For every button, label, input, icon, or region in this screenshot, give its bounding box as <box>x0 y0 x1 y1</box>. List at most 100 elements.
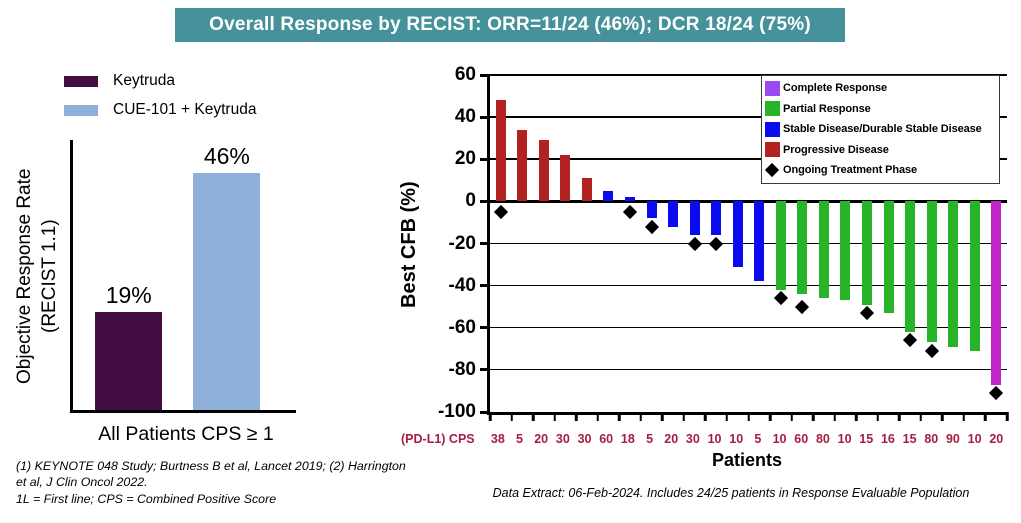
x-tick-mark <box>682 412 686 421</box>
legend-label: Stable Disease/Durable Stable Disease <box>783 123 982 136</box>
legend-item: CUE-101 + Keytruda <box>64 101 256 119</box>
patient-slot <box>684 75 706 412</box>
gridline <box>490 158 1007 160</box>
footnote-abbreviations: 1L = First line; CPS = Combined Positive… <box>16 492 277 507</box>
x-tick-mark <box>941 412 944 421</box>
waterfall-bar <box>991 201 1002 385</box>
patient-slot <box>942 75 964 412</box>
x-tick-mark <box>898 412 901 421</box>
y-tick-label: 0 <box>465 190 476 212</box>
waterfall-bar <box>560 155 571 202</box>
legend-label: Ongoing Treatment Phase <box>783 164 918 177</box>
y-tick-label: 40 <box>454 106 476 128</box>
gridline <box>490 116 1007 118</box>
legend-item: Ongoing Treatment Phase <box>764 160 996 181</box>
x-tick-mark <box>747 412 750 421</box>
cps-value: 30 <box>555 432 570 446</box>
patient-slot <box>878 75 900 412</box>
waterfall-bar <box>517 129 528 202</box>
ongoing-diamond-icon <box>989 385 1004 401</box>
waterfall-bar <box>969 201 980 351</box>
x-tick-mark <box>553 412 556 421</box>
patient-slot <box>576 75 598 412</box>
cps-value: 16 <box>880 432 895 446</box>
waterfall-bar <box>495 100 506 202</box>
y-tick-label: -40 <box>448 274 476 296</box>
bar-value-label: 46% <box>203 143 250 170</box>
waterfall-bar <box>581 178 592 202</box>
y-tick-mark <box>480 73 490 77</box>
x-tick-mark <box>833 412 836 421</box>
y-tick-label: 60 <box>454 64 476 85</box>
waterfall-bar <box>732 201 743 267</box>
x-tick-mark <box>984 412 987 421</box>
y-tick-mark <box>480 410 490 414</box>
x-tick-mark <box>704 412 707 421</box>
legend-swatch <box>765 142 780 158</box>
diamond-icon <box>764 163 780 178</box>
cps-value: 15 <box>859 432 874 446</box>
cue101-keytruda-swatch <box>64 104 98 116</box>
x-tick-mark <box>1005 412 1009 421</box>
cps-value: 30 <box>577 432 592 446</box>
x-tick-mark <box>725 412 729 421</box>
orr-bar-chart: 19% 46% <box>70 140 296 413</box>
patient-slot <box>792 75 814 412</box>
waterfall-bar <box>948 201 959 347</box>
legend-item: Partial Response <box>765 99 996 120</box>
patient-slot <box>727 75 749 412</box>
y-tick-mark <box>480 157 490 161</box>
patient-slot <box>985 75 1007 412</box>
x-tick-mark <box>811 412 815 421</box>
cps-value: 10 <box>707 432 722 446</box>
cps-value: 30 <box>685 432 700 446</box>
cps-value: 10 <box>729 432 744 446</box>
x-tick-mark <box>596 412 599 421</box>
waterfall-bar <box>711 201 722 236</box>
orr-bar <box>95 312 163 410</box>
legend-item: Keytruda <box>64 72 256 90</box>
waterfall-bar <box>689 201 700 236</box>
y-tick-mark <box>480 368 490 372</box>
patient-slot <box>964 75 986 412</box>
zero-line <box>490 199 1007 203</box>
waterfall-plot: Complete Response Partial Response Stable … <box>438 64 1009 422</box>
ongoing-diamond-icon <box>687 236 702 251</box>
patient-slot <box>512 75 534 412</box>
cps-value: 80 <box>815 432 830 446</box>
gridline <box>490 368 1007 371</box>
cps-value: 38 <box>490 432 505 446</box>
patient-slot <box>921 75 943 412</box>
patient-slot <box>641 75 663 412</box>
data-extract-note: Data Extract: 06-Feb-2024. Includes 24/2… <box>492 486 970 500</box>
cps-value: 60 <box>794 432 809 446</box>
cps-value: 10 <box>772 432 787 446</box>
title-banner: Overall Response by RECIST: ORR=11/24 (4… <box>175 8 845 42</box>
patient-slot <box>555 75 577 412</box>
ongoing-diamond-icon <box>773 291 788 306</box>
patient-slot <box>813 75 835 412</box>
legend-label: CUE-101 + Keytruda <box>113 101 257 118</box>
x-tick-mark <box>919 412 923 421</box>
ongoing-diamond-icon <box>493 204 508 219</box>
cps-value: 5 <box>646 432 654 446</box>
patient-slot <box>662 75 684 412</box>
cps-value: 15 <box>902 432 917 446</box>
patient-slot <box>533 75 555 412</box>
orr-chart-legend: Keytruda CUE-101 + Keytruda <box>64 72 256 130</box>
legend-label: Partial Response <box>783 102 871 115</box>
legend-swatch <box>765 121 780 137</box>
waterfall-y-axis-label: Best CFB (%) <box>398 181 420 309</box>
patient-slot <box>835 75 857 412</box>
ongoing-diamond-icon <box>902 333 918 348</box>
y-tick-label: -20 <box>448 232 476 254</box>
footnote-references: (1) KEYNOTE 048 Study; Burtness B et al,… <box>16 459 406 490</box>
x-tick-mark <box>962 412 966 421</box>
waterfall-bar <box>775 201 786 290</box>
patient-slot <box>770 75 792 412</box>
patient-slot <box>899 75 921 412</box>
x-tick-mark <box>876 412 879 421</box>
legend-label: Progressive Disease <box>783 143 889 156</box>
cps-axis-row: (PD-L1) CPS 38 5 20 30 30 60 18 5 20 30 10 10 5 10 60 8… <box>401 432 1007 446</box>
orr-x-axis-label: All Patients CPS ≥ 1 <box>98 423 274 445</box>
